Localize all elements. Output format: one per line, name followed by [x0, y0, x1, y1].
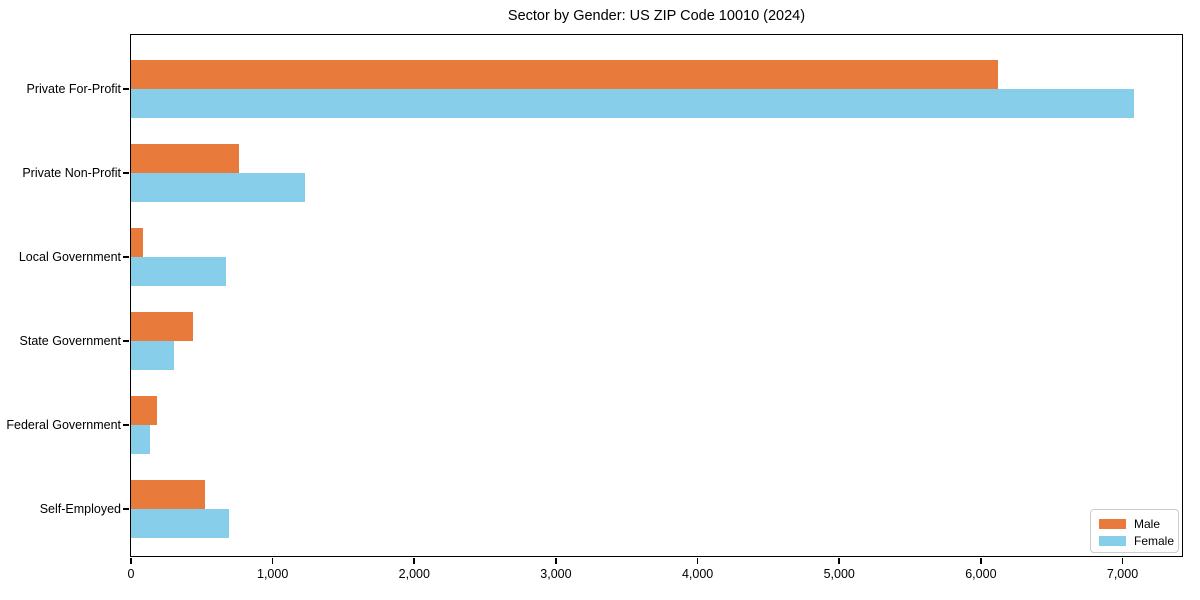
x-tick-label-1-000: 1,000 — [257, 567, 289, 581]
y-tick-label-private-non-profit: Private Non-Profit — [22, 166, 121, 180]
bar-male-federal-government — [131, 396, 158, 425]
x-tick-label-4-000: 4,000 — [681, 567, 714, 581]
legend-entry-male: Male — [1099, 516, 1170, 531]
y-tick-mark — [123, 88, 129, 90]
x-tick-label-3-000: 3,000 — [540, 567, 572, 581]
legend-label-female: Female — [1134, 533, 1175, 548]
x-tick-mark — [130, 558, 132, 564]
bar-male-private-for-profit — [131, 60, 998, 89]
y-tick-mark — [123, 508, 129, 510]
x-tick-mark — [838, 558, 841, 564]
bar-male-state-government — [131, 312, 194, 341]
y-tick-label-local-government: Local Government — [18, 250, 121, 264]
y-tick-label-private-for-profit: Private For-Profit — [26, 82, 121, 96]
bar-female-self-employed — [131, 509, 230, 538]
x-tick-mark — [980, 558, 982, 564]
bar-female-private-for-profit — [131, 89, 1134, 118]
bar-male-self-employed — [131, 480, 205, 509]
y-tick-mark — [123, 172, 129, 174]
legend-swatch-male — [1099, 518, 1126, 529]
bar-female-state-government — [131, 341, 174, 370]
bar-female-federal-government — [131, 425, 151, 454]
x-tick-mark — [271, 558, 274, 564]
x-tick-mark — [413, 558, 416, 564]
y-tick-mark — [123, 424, 129, 426]
legend: Male Female — [1090, 509, 1179, 553]
bar-female-local-government — [131, 257, 226, 286]
plot-area: Private For-Profit Private Non-Profit Loca… — [6, 34, 1183, 581]
y-tick-label-federal-government: Federal Government — [6, 418, 121, 432]
bar-male-local-government — [131, 228, 143, 257]
chart-title: Sector by Gender: US ZIP Code 10010 (202… — [507, 8, 806, 24]
y-tick-label-state-government: State Government — [19, 334, 121, 348]
x-tick-mark — [1121, 558, 1124, 564]
x-tick-label-0: 0 — [127, 567, 135, 581]
x-tick-mark — [555, 558, 557, 564]
legend-entry-female: Female — [1099, 533, 1174, 548]
y-tick-mark — [123, 256, 129, 258]
legend-swatch-female — [1099, 535, 1126, 546]
bar-female-private-non-profit — [131, 173, 306, 202]
x-tick-label-7-000: 7,000 — [1106, 567, 1139, 581]
y-tick-mark — [123, 340, 129, 342]
x-tick-label-5-000: 5,000 — [823, 567, 855, 581]
y-tick-label-self-employed: Self-Employed — [39, 502, 121, 516]
x-tick-label-2-000: 2,000 — [398, 567, 430, 581]
legend-label-male: Male — [1134, 516, 1161, 531]
bar-male-private-non-profit — [131, 144, 239, 173]
x-tick-mark — [696, 558, 699, 564]
x-tick-label-6-000: 6,000 — [965, 567, 997, 581]
